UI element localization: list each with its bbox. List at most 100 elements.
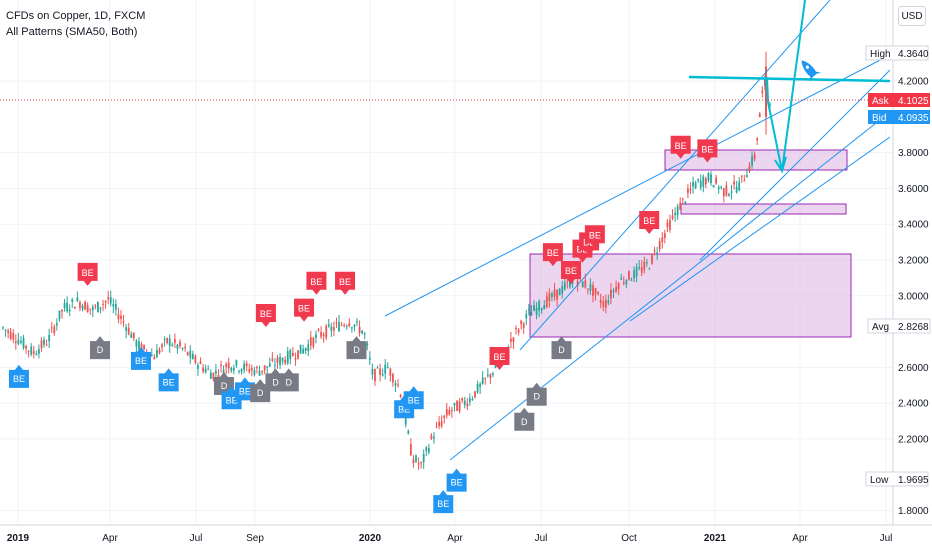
bearish-pattern-badge[interactable]: BE	[697, 139, 718, 163]
candle-body	[258, 371, 261, 376]
candle-body	[4, 329, 7, 331]
bearish-pattern-badge[interactable]: BE	[670, 135, 691, 159]
candle-body	[256, 367, 258, 369]
bullish-or-doji-pattern-badge[interactable]: BE	[234, 377, 255, 401]
bullish-or-doji-pattern-badge[interactable]: D	[213, 371, 234, 395]
candle-body	[189, 350, 192, 358]
candle-body	[232, 368, 235, 371]
badge-shape	[8, 364, 29, 388]
bullish-or-doji-pattern-badge[interactable]: BE	[158, 368, 179, 392]
candle-body	[309, 337, 312, 346]
candle-body	[661, 237, 664, 243]
bullish-or-doji-pattern-badge[interactable]: D	[526, 382, 547, 406]
bullish-or-doji-pattern-badge[interactable]: D	[346, 336, 367, 360]
candle-body	[173, 339, 176, 343]
candle-body	[689, 189, 692, 191]
candle-body	[456, 400, 458, 411]
candle-body	[728, 193, 730, 196]
candle-body	[99, 307, 102, 309]
indicator-label[interactable]: All Patterns (SMA50, Both)	[6, 26, 138, 38]
bearish-pattern-badge[interactable]: BE	[542, 243, 563, 267]
candle-body	[73, 306, 76, 309]
bullish-or-doji-pattern-badge[interactable]: D	[90, 336, 110, 360]
bullish-or-doji-pattern-badge[interactable]: BE	[446, 468, 467, 492]
candle-body	[245, 363, 248, 366]
candle-body	[443, 415, 446, 418]
badge-label: BE	[701, 144, 713, 154]
candle-body	[84, 301, 86, 310]
bearish-pattern-badge[interactable]: BE	[294, 298, 315, 322]
candle-body	[291, 353, 294, 356]
candle-body	[640, 267, 643, 273]
candle-body	[453, 402, 456, 406]
badge-label: D	[257, 388, 264, 398]
candle-body	[161, 344, 163, 348]
bullish-or-doji-pattern-badge[interactable]: D	[250, 379, 271, 403]
candle-body	[679, 202, 682, 210]
bearish-pattern-badge[interactable]: BE	[255, 304, 276, 328]
candle-body	[340, 324, 343, 326]
candle-body	[651, 254, 653, 264]
candle-body	[658, 241, 661, 250]
bearish-pattern-badge[interactable]: BE	[335, 271, 356, 295]
bullish-or-doji-pattern-badge[interactable]: BE	[8, 364, 29, 388]
candle-body	[715, 177, 718, 184]
bullish-or-doji-pattern-badge[interactable]: BE	[131, 346, 151, 370]
badge-label: D	[353, 345, 360, 355]
price-tick-label: 4.2000	[898, 77, 929, 88]
badge-label: BE	[260, 309, 272, 319]
candle-body	[117, 314, 120, 320]
candle-body	[35, 353, 38, 355]
candle-body	[756, 137, 759, 141]
time-tick-label: Apr	[792, 533, 808, 544]
badge-label: D	[272, 377, 279, 387]
currency-button[interactable]: USD	[898, 6, 926, 26]
bearish-pattern-badge[interactable]: BE	[77, 262, 98, 286]
price-tick-label: 3.0000	[898, 291, 929, 302]
candle-body	[533, 305, 535, 311]
time-axis[interactable]: 2019 Apr Jul Sep 2020 Apr Jul Oct 2021 Apr Jul	[7, 533, 893, 544]
candle-body	[199, 361, 202, 364]
candle-body	[435, 426, 438, 428]
candle-body	[671, 215, 674, 219]
candle-body	[409, 444, 412, 456]
user-drawings	[688, 0, 891, 174]
candle-body	[374, 369, 376, 382]
candle-body	[466, 403, 469, 407]
candle-body	[335, 322, 338, 324]
bearish-pattern-badge[interactable]: BE	[561, 261, 582, 285]
symbol-title[interactable]: CFDs on Copper, 1D, FXCM	[6, 10, 146, 22]
bullish-or-doji-pattern-badge[interactable]: BE	[403, 386, 424, 410]
price-tick-label: 2.2000	[898, 435, 929, 446]
bearish-pattern-badge[interactable]: BE	[584, 225, 605, 249]
candle-body	[138, 341, 140, 349]
bullish-or-doji-pattern-badge[interactable]: BE	[433, 490, 454, 514]
bearish-pattern-badge[interactable]: BE	[306, 271, 327, 295]
candle-body	[284, 359, 287, 364]
bearish-pattern-badge[interactable]: BE	[489, 346, 510, 370]
bearish-pattern-badge[interactable]: BE	[639, 210, 660, 234]
candle-body	[763, 77, 766, 86]
badge-shape	[346, 336, 367, 360]
candle-body	[404, 415, 407, 425]
candle-body	[97, 302, 99, 313]
badge-shape	[250, 379, 271, 403]
badge-shape	[77, 262, 98, 286]
badge-shape	[561, 261, 582, 285]
candle-body	[81, 305, 84, 310]
price-axis[interactable]: 4.2000 3.8000 3.6000 3.4000 3.2000 3.0000 2.60…	[898, 77, 929, 518]
badge-shape	[446, 468, 467, 492]
candle-body	[274, 364, 276, 366]
candle-body	[725, 185, 728, 196]
bullish-or-doji-pattern-badge[interactable]: D	[551, 336, 572, 360]
bullish-or-doji-pattern-badge[interactable]: D	[278, 368, 299, 392]
candle-body	[168, 338, 171, 346]
candle-body	[330, 326, 333, 332]
bullish-or-doji-pattern-badge[interactable]: D	[514, 407, 535, 431]
candle-body	[191, 353, 194, 360]
candle-body	[127, 327, 130, 335]
candle-body	[204, 368, 207, 373]
candle-body	[86, 305, 89, 312]
candle-body	[486, 374, 489, 376]
